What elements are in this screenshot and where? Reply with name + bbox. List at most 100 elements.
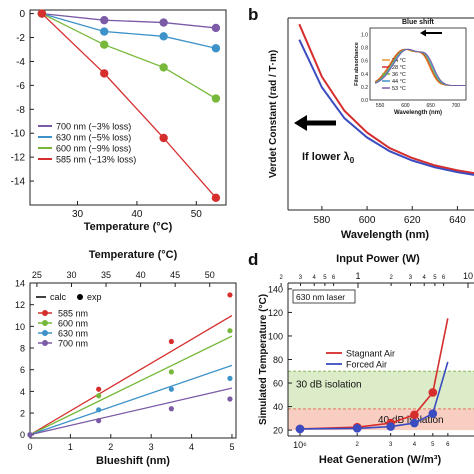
data-point [227, 292, 233, 298]
inset-title: Blue shift [402, 19, 435, 26]
top-minor-tick-label: 6 [442, 275, 446, 281]
data-point [410, 418, 419, 428]
top-axis-title: Temperature (°C) [89, 249, 178, 261]
x-tick-label: 0 [27, 442, 32, 452]
data-point [100, 40, 109, 49]
inset-arrow-head [420, 29, 426, 37]
y-tick-label: 8 [20, 344, 25, 354]
top-tick-label: 1 [355, 271, 360, 281]
series-line [41, 13, 217, 199]
fit-line [29, 387, 233, 436]
band-40db [288, 408, 474, 431]
data-point [159, 133, 168, 143]
data-point [96, 386, 102, 392]
inset-x-tick-label: 700 [452, 103, 461, 109]
legend-calc-label: calc [50, 292, 67, 302]
inset-x-tick-label: 650 [426, 103, 435, 109]
y-tick-label: -2 [16, 33, 25, 44]
y-tick-label: 4 [20, 387, 25, 397]
x-minor-tick-label: 3 [389, 442, 393, 448]
series-curve [298, 23, 474, 175]
legend-dot [42, 310, 48, 316]
inset-y-tick-label: 0.2 [361, 85, 368, 91]
panel-label: d [248, 250, 258, 269]
band-40db-label: 40 dB isolation [378, 415, 444, 426]
data-point [96, 418, 102, 424]
top-minor-tick-label: 4 [313, 275, 317, 281]
x-tick-label: 5 [229, 442, 234, 452]
legend-dot [42, 340, 48, 346]
x-tick-label: 600 [359, 215, 376, 226]
legend-label: 630 nm [58, 329, 88, 339]
data-point [211, 193, 221, 203]
top-tick-label: 30 [66, 270, 76, 280]
data-point [159, 63, 168, 72]
inset-y-tick-label: 0.6 [361, 59, 368, 65]
y-tick-label: -4 [16, 57, 25, 68]
x-tick-label: 3 [149, 442, 154, 452]
annotation: If lower λ0 [302, 151, 355, 165]
inset-legend-label: 36 °C [392, 72, 406, 78]
y-tick-label: 20 [273, 426, 283, 436]
inset-x-tick-label: 550 [376, 103, 385, 109]
panel-d: d Input Power (W) 30 dB isolation 40 dB iso… [248, 250, 474, 466]
top-minor-tick-label: 5 [323, 275, 327, 281]
top-tick-label: 40 [136, 270, 146, 280]
y-tick-label: 80 [273, 355, 283, 365]
data-point [227, 328, 233, 334]
top-minor-tick-label: 3 [409, 275, 413, 281]
y-tick-label: 2 [20, 409, 25, 419]
inset-y-title: Film absorbance [354, 42, 360, 86]
panel-a: 0 -2 -4 -6 -8 -10 -12 -14 30 40 50 Temperature (°C)… [11, 9, 227, 233]
x-minor-tick-label: 4 [413, 442, 417, 448]
data-point [386, 422, 395, 431]
fit-line [29, 335, 233, 436]
data-point [168, 369, 174, 375]
data-point [100, 15, 109, 25]
plot-frame [29, 9, 227, 206]
y-tick-label: 12 [15, 300, 25, 310]
legend-label: 600 nm (~9% loss) [56, 144, 131, 154]
laser-label-box [292, 289, 356, 304]
top-minor-tick-label: 4 [423, 275, 427, 281]
data-point [227, 375, 233, 381]
x-tick-label: 620 [404, 215, 421, 226]
x-tick-label: 30 [72, 209, 84, 220]
y-tick-label: 140 [268, 284, 283, 294]
x-tick-label: 580 [314, 215, 331, 226]
legend-exp-swatch [77, 294, 83, 300]
y-tick-label: 100 [268, 331, 283, 341]
x-tick-label: 40 [131, 209, 143, 220]
inset-legend-label: 44 °C [392, 79, 406, 85]
y-tick-label: 10 [15, 322, 25, 332]
top-minor-tick-label: 5 [433, 275, 437, 281]
inset-y-tick-label: 1.0 [361, 33, 368, 39]
data-point [159, 18, 168, 27]
top-tick-label: 10 [463, 271, 473, 281]
inset-y-tick-label: 0.8 [361, 46, 368, 52]
top-minor-tick-label: 6 [332, 275, 336, 281]
x-tick-label: 2 [108, 442, 113, 452]
data-point [96, 407, 102, 413]
y-tick-label: -14 [11, 177, 26, 188]
data-point [100, 27, 109, 36]
legend-exp-label: exp [87, 292, 102, 302]
x-axis-title: Temperature (°C) [84, 221, 173, 233]
data-point [211, 23, 221, 33]
inset-legend-label: 53 °C [392, 86, 406, 92]
legend-label: 630 nm (~5% loss) [56, 133, 131, 143]
x-tick-label: 1 [68, 442, 73, 452]
data-point [168, 386, 174, 392]
legend-label: 700 nm [58, 339, 88, 349]
fit-line [29, 314, 233, 436]
y-tick-label: 120 [268, 308, 283, 318]
series-line [41, 12, 216, 29]
data-point [37, 9, 47, 18]
legend-label: 585 nm [58, 309, 88, 319]
data-point [428, 409, 438, 418]
y-tick-label: 14 [15, 279, 25, 289]
arrow-head [294, 115, 307, 131]
top-tick-label: 45 [170, 270, 180, 280]
data-point [352, 424, 362, 433]
y-tick-label: -6 [16, 81, 25, 92]
